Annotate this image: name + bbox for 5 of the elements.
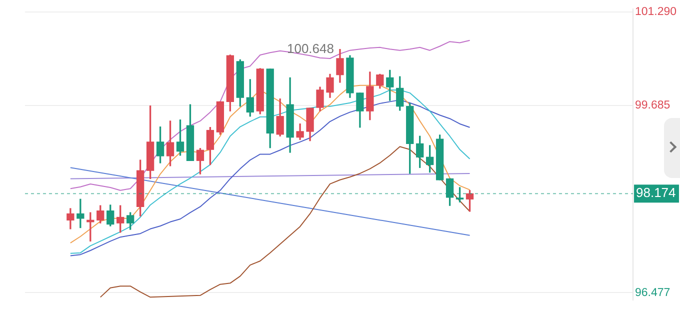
y-tick-label: 101.290 bbox=[635, 6, 677, 18]
y-tick-label: 96.477 bbox=[635, 286, 670, 299]
y-tick-label: 99.685 bbox=[635, 100, 670, 112]
annotation: 100.648 bbox=[286, 40, 334, 56]
ref-line-label: 98.174 bbox=[636, 185, 676, 200]
